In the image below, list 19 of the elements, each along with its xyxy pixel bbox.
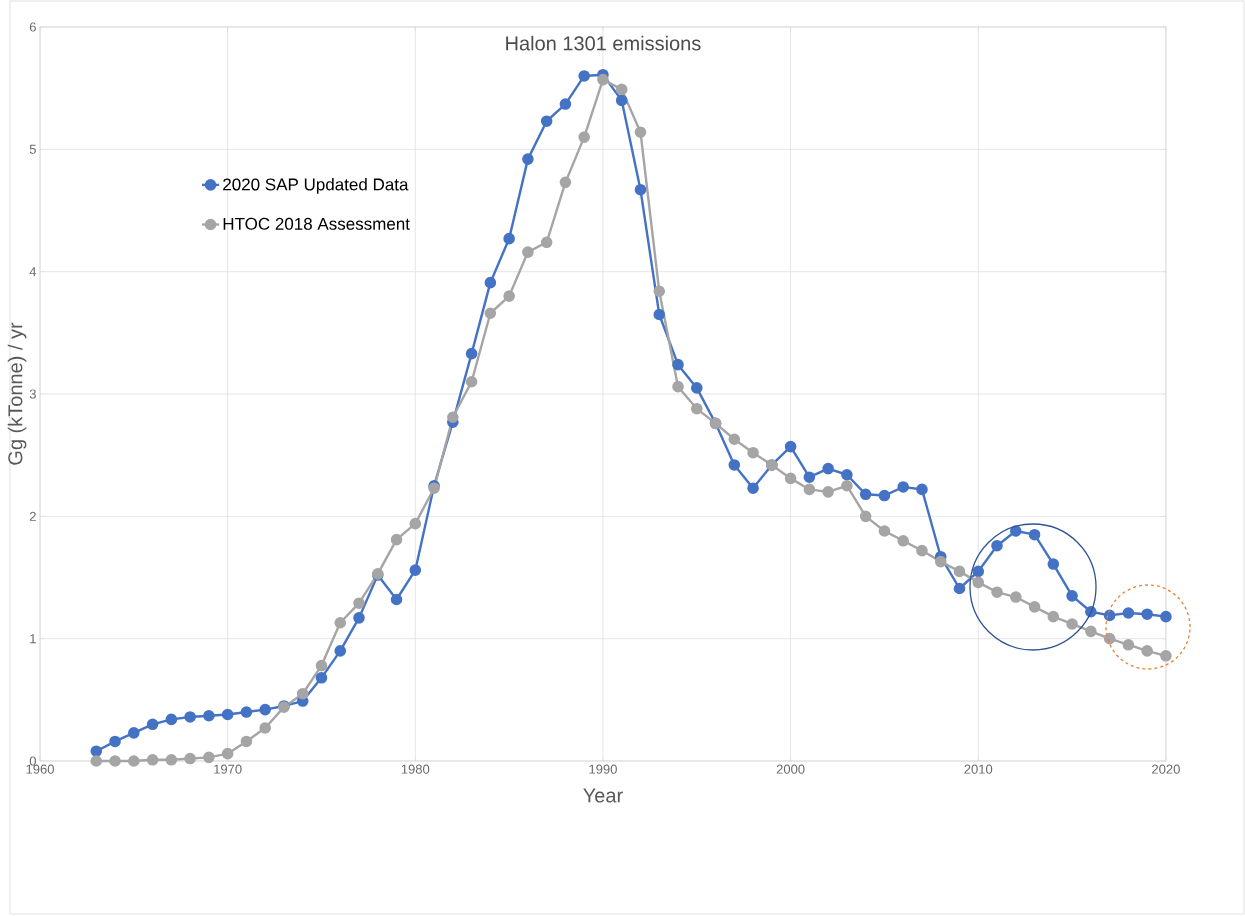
x-tick-label: 2000 <box>776 764 805 774</box>
y-tick-label: 6 <box>29 22 36 32</box>
x-tick-label: 1980 <box>401 764 430 774</box>
x-tick-label: 2010 <box>964 764 993 774</box>
x-tick-label: 1970 <box>214 764 242 774</box>
chart-title: Halon 1301 emissions <box>506 35 701 51</box>
y-tick-label: 2 <box>29 511 36 521</box>
legend-label: HTOC 2018 Assessment <box>223 217 410 230</box>
y-tick-label: 3 <box>29 389 36 399</box>
y-tick-label: 5 <box>29 144 36 154</box>
x-tick-label: 1990 <box>589 764 617 774</box>
y-tick-label: 1 <box>30 634 36 644</box>
y-tick-label: 0 <box>29 756 36 766</box>
y-tick-label: 4 <box>29 267 37 277</box>
y-axis-title: Gg (kTonne) / yr <box>7 322 27 465</box>
legend-label: 2020 SAP Updated Data <box>223 178 409 194</box>
x-axis-title: Year <box>583 788 623 803</box>
x-tick-label: 2020 <box>1152 764 1180 774</box>
x-tick-label: 1960 <box>26 764 54 774</box>
